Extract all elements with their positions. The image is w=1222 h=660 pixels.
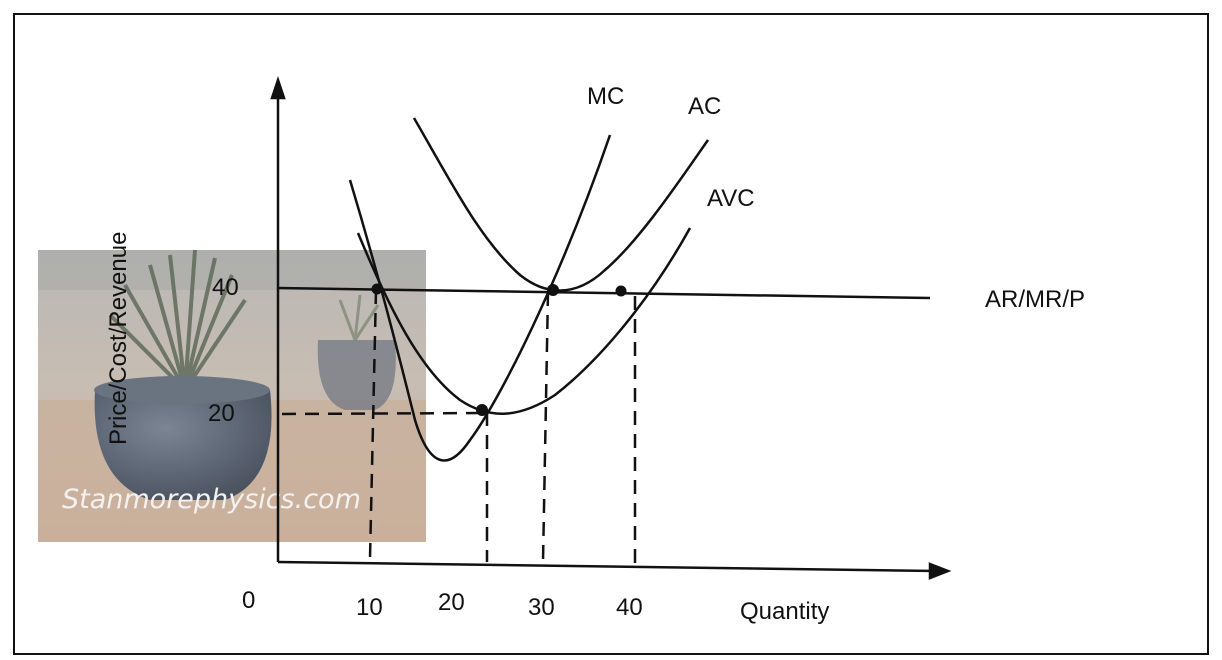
point-q40 — [615, 285, 627, 297]
ac-label: AC — [688, 93, 721, 120]
points — [371, 283, 627, 416]
mc-label: MC — [587, 83, 624, 110]
point-q10 — [371, 283, 383, 295]
mc-curve — [348, 134, 612, 462]
y-axis-label: Price/Cost/Revenue — [105, 232, 132, 445]
x-axis-label: Quantity — [740, 598, 829, 625]
price-line — [277, 286, 931, 300]
origin-label: 0 — [242, 587, 255, 614]
point-min-ac — [547, 284, 559, 296]
small-pot-image — [317, 340, 396, 410]
x-tick-40: 40 — [616, 594, 643, 621]
diagram-frame — [13, 13, 1209, 655]
x-tick-30: 30 — [528, 594, 555, 621]
watermark-text: Stanmorephysics.com — [62, 484, 361, 515]
guide-lines — [281, 289, 637, 566]
x-tick-20: 20 — [438, 589, 465, 616]
axes — [270, 76, 952, 580]
y-tick-40: 40 — [212, 274, 239, 301]
point-min-avc — [476, 404, 488, 416]
watermark-photo: Stanmorephysics.com — [38, 249, 426, 542]
pot-image — [94, 390, 272, 500]
guide-q30 — [541, 291, 550, 563]
x-tick-10: 10 — [356, 594, 383, 621]
x-axis-arrow — [928, 562, 952, 580]
x-axis — [277, 560, 937, 573]
y-tick-20: 20 — [208, 400, 235, 427]
guide-p20 — [281, 411, 485, 416]
price-line-label: AR/MR/P — [985, 286, 1085, 313]
avc-curve — [356, 227, 692, 415]
avc-label: AVC — [707, 185, 755, 212]
y-axis-arrow — [270, 76, 286, 100]
